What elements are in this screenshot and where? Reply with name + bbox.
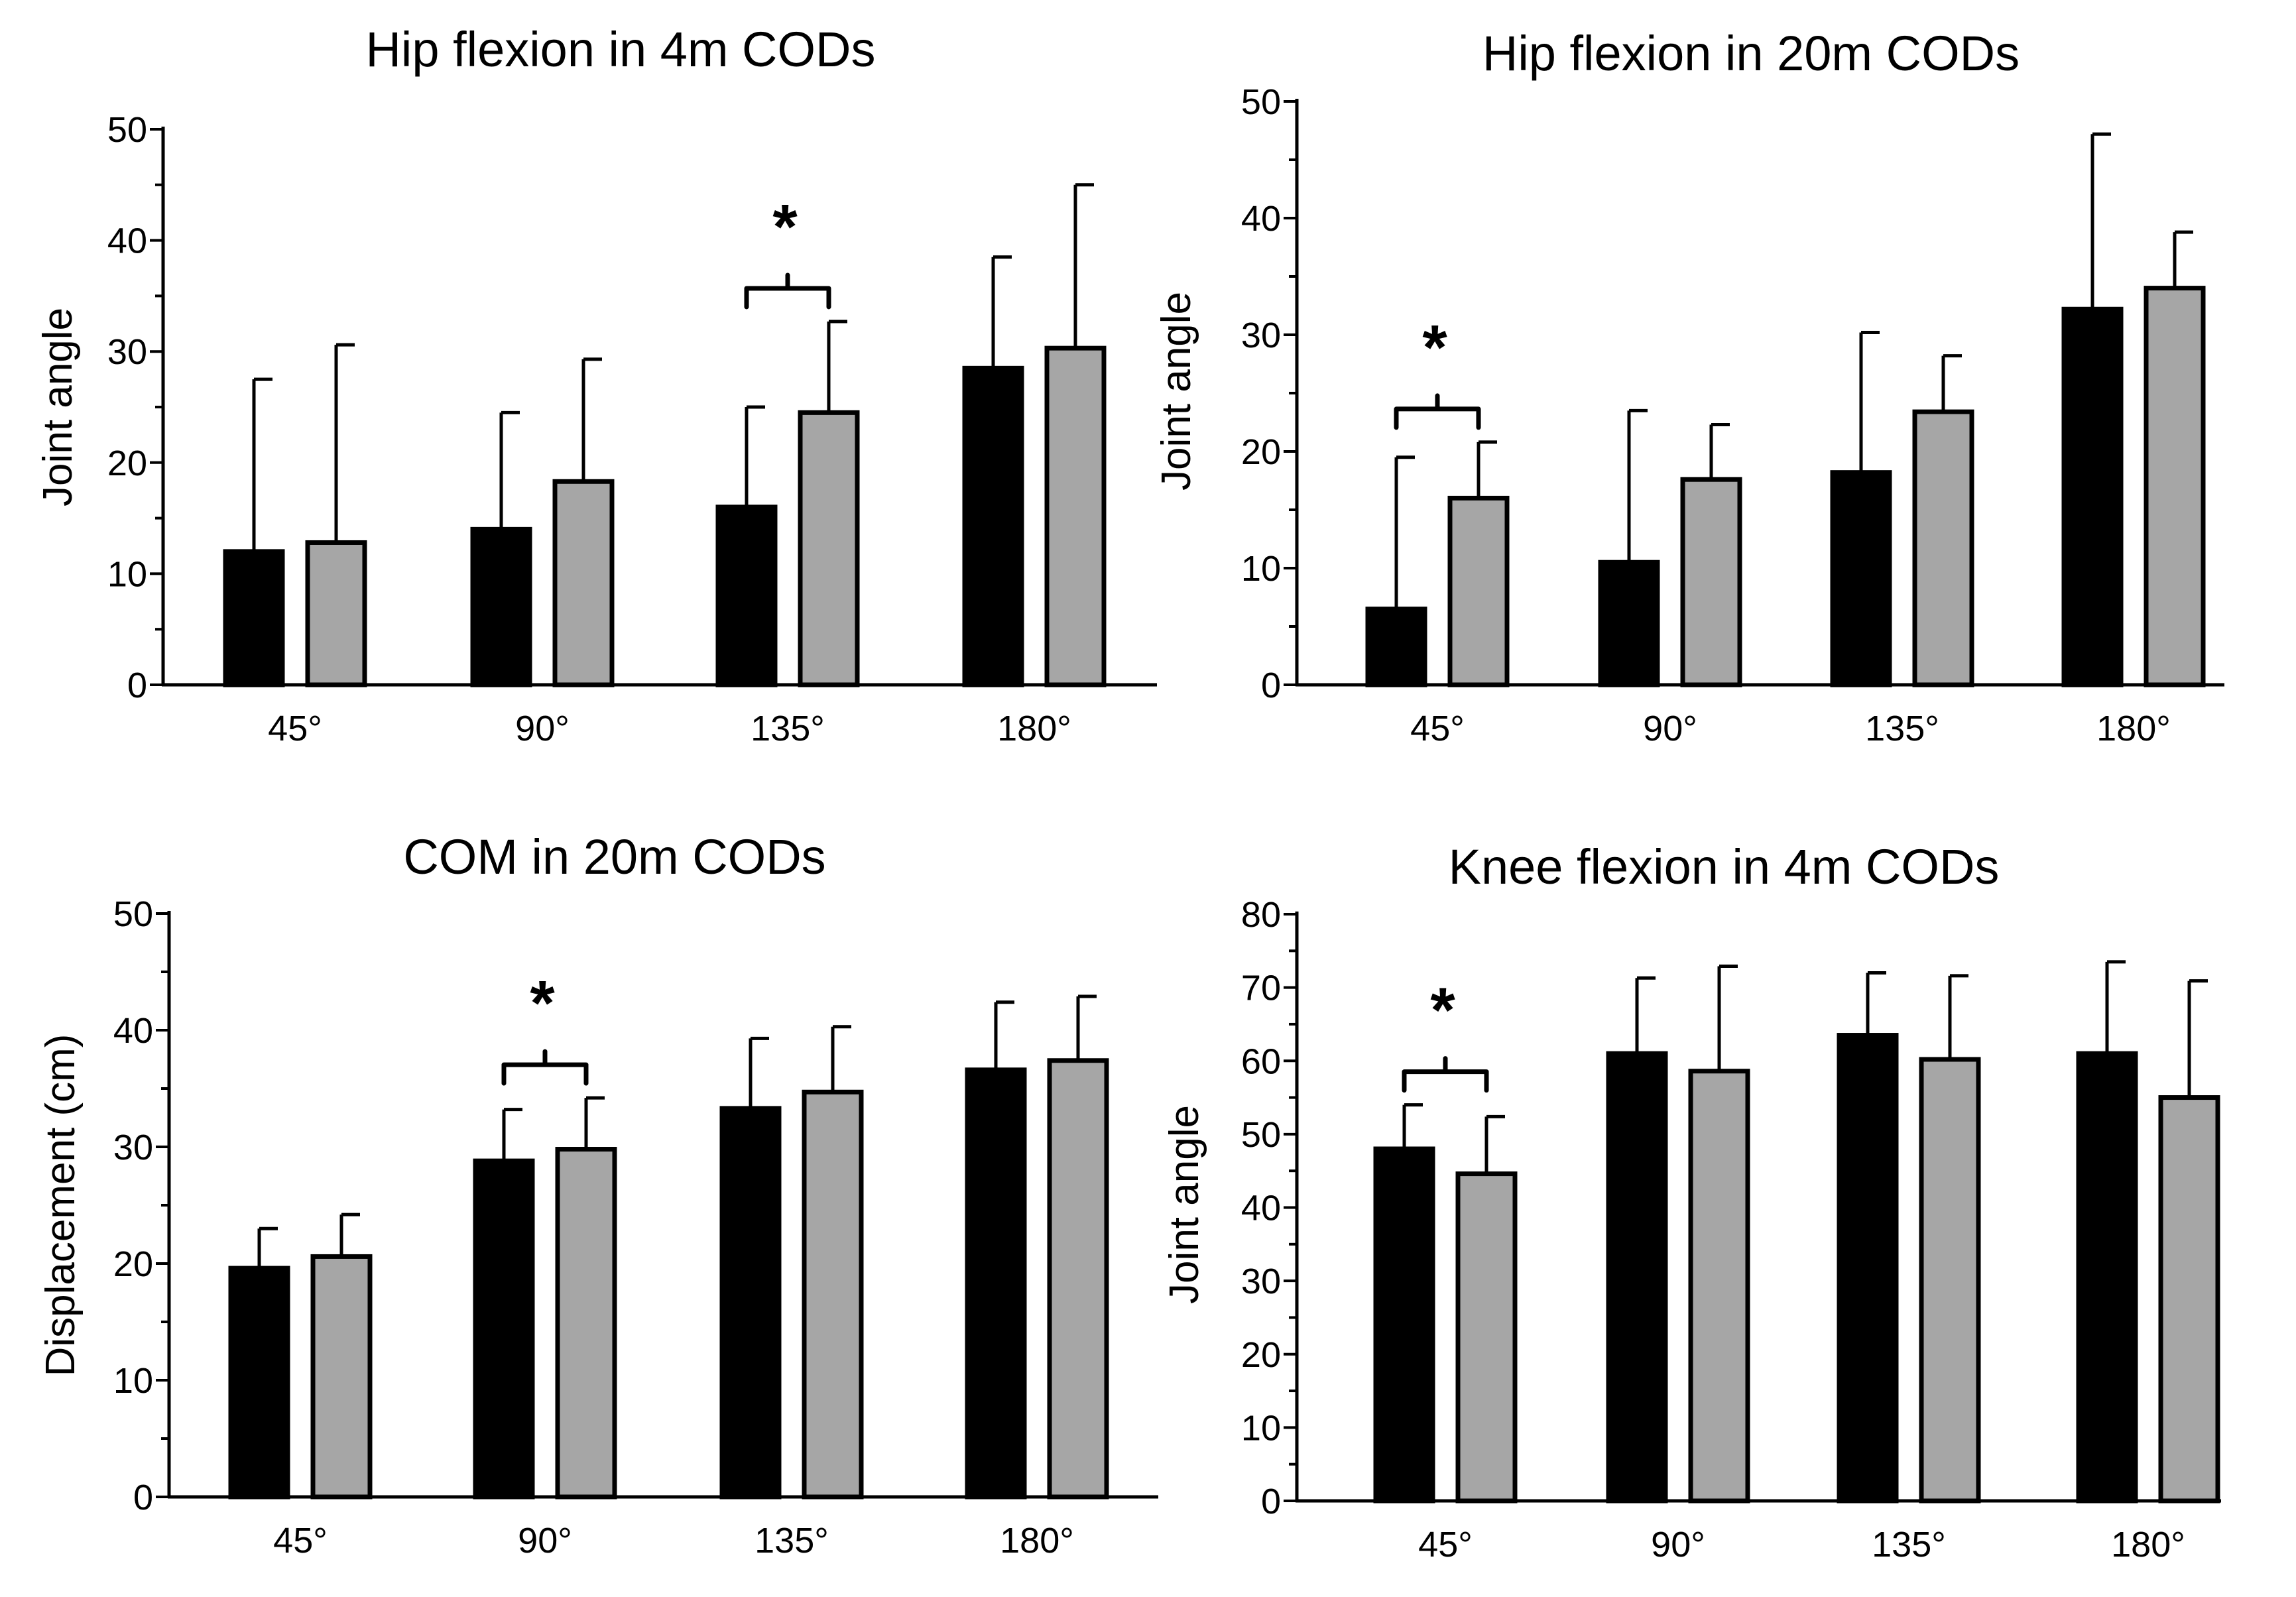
y-axis-label: Joint angle	[1162, 1105, 1207, 1304]
y-tick-label: 40	[1241, 199, 1281, 239]
bar-series-2	[310, 1254, 373, 1500]
bar-series-2	[2144, 286, 2206, 687]
x-tick-label: 135°	[751, 709, 825, 748]
y-axis-label: Displacement (cm)	[38, 1034, 84, 1377]
bar-series-2	[555, 1147, 617, 1500]
y-axis-label: Joint angle	[1154, 292, 1199, 491]
x-tick-label: 45°	[1418, 1525, 1473, 1565]
y-tick-label: 20	[1241, 1335, 1281, 1375]
x-tick-label: 180°	[1000, 1521, 1074, 1561]
y-tick-label: 0	[1261, 666, 1281, 705]
y-tick-label: 20	[107, 444, 147, 483]
significance-bracket	[744, 272, 831, 310]
x-tick-label: 45°	[273, 1521, 328, 1561]
bar-series-2	[2158, 1095, 2220, 1504]
bar-series-2	[1912, 409, 1974, 687]
bar-series-2	[1688, 1069, 1750, 1504]
bar-series-2	[1044, 345, 1107, 687]
x-tick-label: 135°	[1872, 1525, 1946, 1565]
bar-series-1	[1837, 1033, 1899, 1504]
bar-series-1	[470, 526, 532, 687]
y-tick-label: 0	[133, 1478, 153, 1517]
y-tick-label: 50	[113, 894, 153, 934]
y-tick-label: 30	[107, 332, 147, 372]
bar-series-1	[1606, 1051, 1668, 1504]
x-tick-label: 135°	[755, 1521, 829, 1561]
y-tick-label: 70	[1241, 969, 1281, 1008]
chart-panel-3: COM in 20m CODs Displacement (cm) 0 10 20 30 4…	[38, 829, 1158, 1561]
chart-title: Knee flexion in 4m CODs	[1449, 839, 2000, 894]
y-tick-label: 10	[1241, 549, 1281, 589]
y-tick-label: 0	[1261, 1482, 1281, 1521]
y-tick-label: 80	[1241, 895, 1281, 935]
chart-title: COM in 20m CODs	[403, 829, 825, 884]
y-tick-label: 10	[113, 1361, 153, 1401]
y-tick-label: 30	[113, 1128, 153, 1167]
bar-series-1	[719, 1106, 782, 1500]
significance-bracket	[501, 1049, 589, 1086]
bar-series-1	[962, 365, 1024, 687]
bar-series-2	[1047, 1058, 1109, 1500]
y-tick-label: 20	[1241, 432, 1281, 472]
y-tick-label: 10	[107, 554, 147, 594]
y-axis-label: Joint angle	[35, 308, 81, 506]
significance-bracket	[1394, 393, 1481, 430]
bar-series-2	[802, 1089, 864, 1500]
x-tick-label: 90°	[518, 1521, 572, 1561]
x-tick-label: 135°	[1865, 709, 1939, 748]
y-tick-label: 10	[1241, 1408, 1281, 1448]
y-tick-label: 0	[127, 666, 147, 705]
chart-panel-1: Hip flexion in 4m CODs Joint angle 0 10 20 30…	[35, 22, 1157, 748]
significance-asterisk: *	[1422, 312, 1447, 383]
y-tick-label: 30	[1241, 1262, 1281, 1301]
bar-series-1	[228, 1266, 290, 1500]
x-tick-label: 180°	[997, 709, 1071, 748]
x-tick-label: 180°	[2111, 1525, 2185, 1565]
y-tick-label: 50	[1241, 82, 1281, 122]
y-tick-label: 40	[113, 1011, 153, 1051]
bar-series-2	[305, 540, 367, 687]
bar-series-2	[1919, 1057, 1981, 1504]
bar-series-2	[1447, 495, 1510, 687]
y-tick-label: 40	[107, 221, 147, 261]
bar-series-2	[798, 410, 860, 687]
x-tick-label: 180°	[2096, 709, 2171, 748]
x-tick-label: 45°	[1410, 709, 1465, 748]
chart-panel-4: Knee flexion in 4m CODs Joint angle 0 10 20 3…	[1162, 839, 2221, 1565]
x-tick-label: 90°	[1643, 709, 1697, 748]
significance-bracket	[1402, 1056, 1489, 1093]
y-tick-label: 60	[1241, 1041, 1281, 1081]
chart-panel-2: Hip flexion in 20m CODs Joint angle 0 10 20 3…	[1154, 26, 2224, 748]
y-tick-label: 50	[107, 110, 147, 150]
bar-series-1	[223, 549, 285, 687]
bar-series-2	[552, 479, 615, 687]
significance-asterisk: *	[530, 968, 555, 1039]
y-tick-label: 20	[113, 1244, 153, 1284]
significance-asterisk: *	[1430, 975, 1455, 1046]
bar-series-2	[1680, 477, 1742, 687]
bar-series-1	[1598, 560, 1660, 687]
significance-asterisk: *	[772, 192, 798, 263]
bar-series-1	[473, 1158, 535, 1500]
bar-series-1	[715, 504, 778, 687]
bar-series-1	[1830, 470, 1892, 687]
y-tick-label: 30	[1241, 316, 1281, 355]
bar-series-2	[1455, 1171, 1518, 1504]
bar-series-1	[965, 1067, 1027, 1500]
bar-series-1	[2061, 306, 2124, 687]
y-tick-label: 40	[1241, 1189, 1281, 1228]
chart-title: Hip flexion in 20m CODs	[1482, 26, 2020, 81]
bar-series-1	[1365, 607, 1427, 687]
bar-series-1	[2076, 1051, 2138, 1504]
x-tick-label: 90°	[1651, 1525, 1705, 1565]
x-tick-label: 90°	[515, 709, 570, 748]
chart-title: Hip flexion in 4m CODs	[365, 22, 875, 77]
y-tick-label: 50	[1241, 1115, 1281, 1155]
x-tick-label: 45°	[268, 709, 322, 748]
bar-series-1	[1373, 1146, 1435, 1504]
